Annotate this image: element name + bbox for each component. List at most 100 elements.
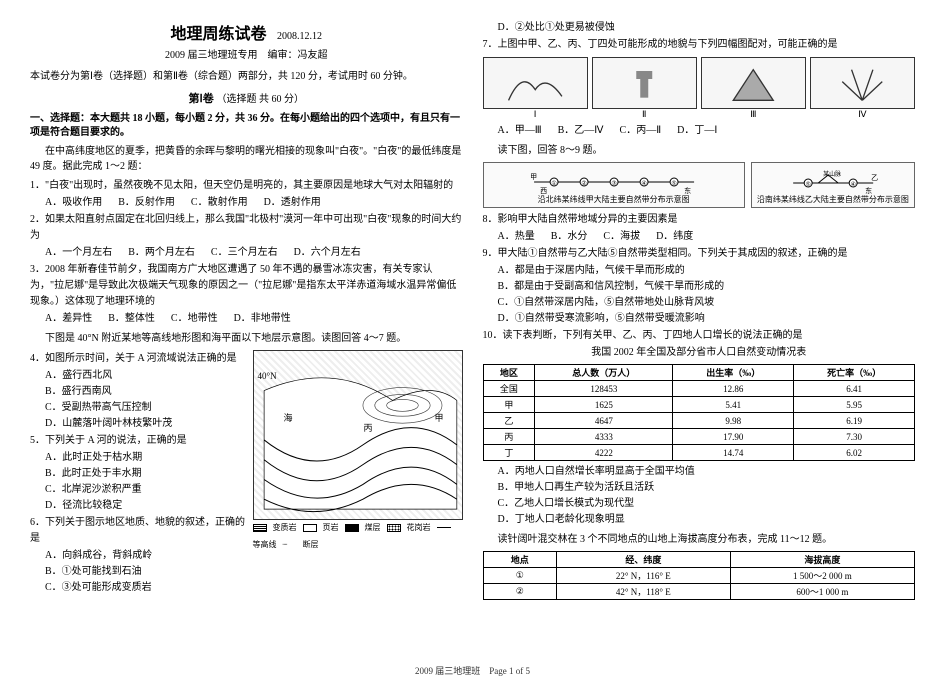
thumb-4: Ⅳ [810, 57, 915, 109]
q5-opt-d: D．径流比较稳定 [45, 498, 247, 514]
legend-1: 变质岩 [273, 522, 297, 533]
figure-4-7: 40°N 海 丙 甲 变质岩 [253, 350, 463, 596]
q6-opt-a: A．向斜成谷，背斜成岭 [45, 548, 247, 564]
intro-text: 本试卷分为第Ⅰ卷（选择题）和第Ⅱ卷（综合题）两部分，共 120 分，考试用时 6… [30, 69, 463, 84]
section1-sub: （选择题 共 60 分） [217, 94, 305, 105]
th-0: 地区 [483, 365, 535, 381]
passage-4: 读针阔叶混交林在 3 个不同地点的山地上海拔高度分布表，完成 11～12 题。 [483, 532, 916, 547]
q9-opts: A．都是由于深居内陆，气候干旱而形成的 B．都是由于受副高和信风控制，气候干旱而… [483, 263, 916, 327]
svg-text:④: ④ [641, 180, 646, 187]
thumb-label-4: Ⅳ [858, 109, 866, 120]
q1-opt-c: C．散射作用 [191, 195, 248, 211]
th-3: 死亡率（‰） [794, 365, 915, 381]
fig8-right-caption: 沿南纬某纬线乙大陆主要自然带分布示意图 [757, 195, 909, 205]
th-1: 总人数（万人） [535, 365, 673, 381]
q1-stem: 1．"白夜"出现时，虽然夜晚不见太阳，但天空仍是明亮的，其主要原因是地球大气对太… [30, 178, 463, 194]
subtitle: 2009 届三地理班专用 编审：冯友超 [30, 46, 463, 61]
q1-opts: A．吸收作用 B．反射作用 C．散射作用 D．透射作用 [30, 195, 463, 211]
q10-caption: 我国 2002 年全国及部分省市人口自然变动情况表 [483, 345, 916, 361]
q8-opt-d: D．纬度 [656, 229, 693, 245]
q1-opt-d: D．透射作用 [264, 195, 321, 211]
q6-opt-b: B．①处可能找到石油 [45, 564, 247, 580]
q3-opt-d: D．非地带性 [234, 311, 291, 327]
fig-lbl-40n: 40°N [258, 371, 277, 381]
passage-2: 下图是 40°N 附近某地等高线地形图和海平面以下地层示意图。读图回答 4～7 … [30, 331, 463, 346]
thumb-1: Ⅰ [483, 57, 588, 109]
q5-opts: A．此时正处于枯水期 B．此时正处于丰水期 C．北岸泥沙淤积严重 D．径流比较稳… [30, 450, 247, 514]
section1-head: 第Ⅰ卷 （选择题 共 60 分） [30, 90, 463, 106]
q8-opt-a: A．热量 [498, 229, 535, 245]
legend-6: 断层 [303, 539, 319, 550]
terrain-figure: 40°N 海 丙 甲 [253, 350, 463, 520]
legend-3: 煤层 [365, 522, 381, 533]
table-11: 地点 经、纬度 海拔高度 ①22° N，116° E1 500～2 000 m … [483, 551, 916, 600]
svg-text:乙: 乙 [871, 174, 878, 182]
q2-stem: 2．如果太阳直射点固定在北回归线上，那么我国"北极村"漠河一年中可出现"白夜"现… [30, 212, 463, 244]
page-container: 地理周练试卷 2008.12.12 2009 届三地理班专用 编审：冯友超 本试… [0, 0, 945, 613]
fig8-right: 某山脉 ⑤ ④ 乙 东 沿南纬某纬线乙大陆主要自然带分布示意图 [751, 162, 915, 208]
svg-text:甲: 甲 [530, 173, 537, 181]
q4-opt-b: B．盛行西南风 [45, 384, 247, 400]
svg-text:④: ④ [850, 181, 855, 188]
q8-opts: A．热量 B．水分 C．海拔 D．纬度 [483, 229, 916, 245]
q5-opt-a: A．此时正处于枯水期 [45, 450, 247, 466]
svg-text:③: ③ [611, 180, 616, 187]
legend-2: 页岩 [323, 522, 339, 533]
swatch-shale [303, 524, 317, 532]
q4-stem: 4．如图所示时间，关于 A 河流域说法正确的是 [30, 351, 247, 367]
fig-lbl-sea: 海 [284, 411, 293, 424]
table-header-row: 地区 总人数（万人） 出生率（‰） 死亡率（‰） [483, 365, 915, 381]
q5-stem: 5．下列关于 A 河的说法，正确的是 [30, 433, 247, 449]
q10-opt-d: D．丁地人口老龄化现象明显 [498, 512, 916, 528]
fig8-left: ① ② ③ ④ ⑤ 甲 西 东 沿北纬某纬线甲大陆主要自然带分布示意图 [483, 162, 745, 208]
svg-text:⑤: ⑤ [671, 180, 676, 187]
t11-h0: 地点 [483, 552, 556, 568]
q2-opts: A．一个月左右 B．两个月左右 C．三个月左右 D．六个月左右 [30, 245, 463, 261]
figure-legend: 变质岩 页岩 煤层 花岗岩 等高线 ┈断层 [253, 522, 463, 550]
q7-opt-d: D．丁—Ⅰ [677, 123, 717, 139]
q10-opts: A．丙地人口自然增长率明显高于全国平均值 B．甲地人口再生产较为活跃且活跃 C．… [483, 464, 916, 528]
swatch-contour [437, 527, 451, 528]
thumb-label-2: Ⅱ [642, 109, 646, 120]
q3-opts: A．差异性 B．整体性 C．地带性 D．非地带性 [30, 311, 463, 327]
thumb-label-1: Ⅰ [534, 109, 537, 120]
q2-opt-d: D．六个月左右 [294, 245, 361, 261]
thumb-3: Ⅲ [701, 57, 806, 109]
t11-h1: 经、纬度 [556, 552, 730, 568]
q8-stem: 8．影响甲大陆自然带地域分异的主要因素是 [483, 212, 916, 228]
thumb-label-3: Ⅲ [750, 109, 756, 120]
fig-lbl-bing: 丙 [364, 421, 373, 434]
fig8-left-caption: 沿北纬某纬线甲大陆主要自然带分布示意图 [538, 195, 690, 205]
th-2: 出生率（‰） [673, 365, 794, 381]
legend-5: 等高线 [253, 539, 277, 550]
fig-lbl-jia: 甲 [434, 411, 443, 424]
q3-opt-c: C．地带性 [171, 311, 218, 327]
q8-opt-c: C．海拔 [603, 229, 640, 245]
q4-7-text: 4．如图所示时间，关于 A 河流域说法正确的是 A．盛行西北风 B．盛行西南风 … [30, 350, 247, 596]
table-row: 丙433317.907.30 [483, 429, 915, 445]
q1-opt-b: B．反射作用 [118, 195, 175, 211]
q3-opt-b: B．整体性 [108, 311, 155, 327]
q6-opt-d: D．②处比①处更易被侵蚀 [483, 20, 916, 36]
q8-opt-b: B．水分 [551, 229, 588, 245]
q7-stem: 7．上图中甲、乙、丙、丁四处可能形成的地貌与下列四幅图配对，可能正确的是 [483, 37, 916, 53]
table-row: 甲16255.415.95 [483, 397, 915, 413]
q6-stem: 6．下列关于图示地区地质、地貌的叙述，正确的是 [30, 515, 247, 547]
q9-opt-a: A．都是由于深居内陆，气候干旱而形成的 [498, 263, 916, 279]
swatch-coal [345, 524, 359, 532]
q9-opt-b: B．都是由于受副高和信风控制，气候干旱而形成的 [498, 279, 916, 295]
q9-stem: 9．甲大陆①自然带与乙大陆⑤自然带类型相同。下列关于其成因的叙述，正确的是 [483, 246, 916, 262]
q10-stem: 10．读下表判断，下列有关甲、乙、丙、丁四地人口增长的说法正确的是 [483, 328, 916, 344]
q5-opt-c: C．北岸泥沙淤积严重 [45, 482, 247, 498]
table-row: ①22° N，116° E1 500～2 000 m [483, 568, 915, 584]
left-column: 地理周练试卷 2008.12.12 2009 届三地理班专用 编审：冯友超 本试… [30, 20, 463, 603]
passage-1: 在中高纬度地区的夏季，把黄昏的余晖与黎明的曙光相接的现象叫"白夜"。"白夜"的最… [30, 144, 463, 174]
q2-opt-c: C．三个月左右 [211, 245, 278, 261]
svg-text:①: ① [551, 180, 556, 187]
table-header-row: 地点 经、纬度 海拔高度 [483, 552, 915, 568]
q7-opt-c: C．丙—Ⅱ [620, 123, 662, 139]
q4-opt-a: A．盛行西北风 [45, 368, 247, 384]
q7-opt-a: A．甲—Ⅲ [498, 123, 542, 139]
q10-opt-c: C．乙地人口增长模式为现代型 [498, 496, 916, 512]
q2-opt-a: A．一个月左右 [45, 245, 112, 261]
